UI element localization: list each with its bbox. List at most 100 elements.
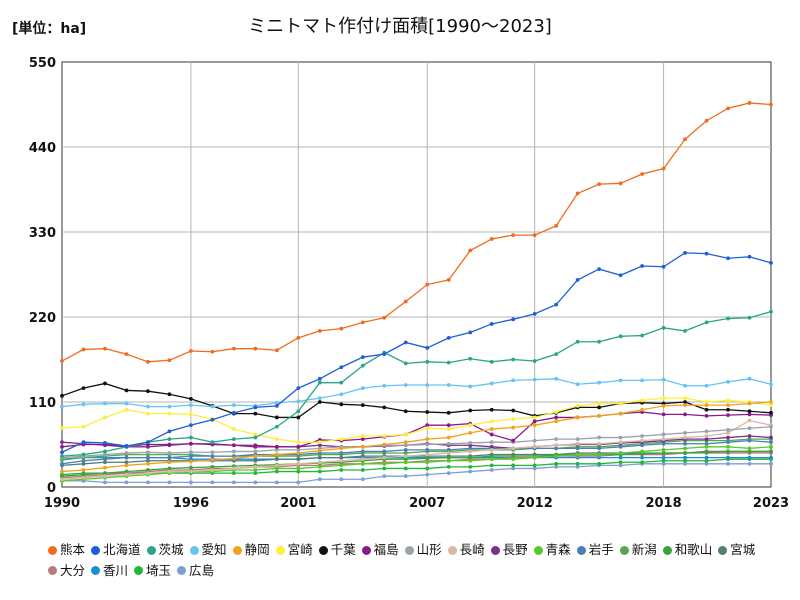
data-point bbox=[726, 435, 730, 440]
data-point bbox=[640, 455, 644, 460]
data-point bbox=[146, 458, 150, 463]
legend-label: 宮城 bbox=[730, 542, 756, 557]
data-point bbox=[60, 454, 64, 458]
data-point bbox=[575, 452, 580, 457]
data-point bbox=[425, 456, 430, 461]
legend-label: 熊本 bbox=[60, 542, 86, 557]
data-point bbox=[425, 346, 430, 350]
data-point bbox=[704, 444, 709, 449]
data-point bbox=[146, 450, 150, 455]
data-point bbox=[532, 312, 537, 316]
data-point bbox=[339, 477, 344, 482]
data-point bbox=[296, 399, 301, 404]
data-point bbox=[489, 448, 494, 452]
legend-marker bbox=[177, 566, 187, 575]
legend-marker bbox=[48, 545, 57, 555]
data-point bbox=[489, 419, 494, 424]
legend-item: 宮崎 bbox=[275, 540, 313, 560]
data-point bbox=[146, 461, 150, 466]
legend-marker bbox=[48, 566, 57, 575]
data-point bbox=[726, 407, 730, 412]
data-point bbox=[124, 463, 129, 468]
legend-marker bbox=[361, 545, 371, 555]
data-point bbox=[747, 401, 752, 406]
data-point bbox=[296, 457, 301, 462]
data-point bbox=[425, 452, 430, 457]
legend-marker bbox=[91, 566, 101, 575]
data-point bbox=[189, 349, 193, 353]
data-point bbox=[339, 380, 344, 385]
data-point bbox=[231, 346, 236, 351]
legend-item: 香川 bbox=[91, 561, 128, 581]
data-point bbox=[489, 454, 494, 458]
series-line bbox=[61, 458, 771, 476]
data-point bbox=[124, 451, 129, 455]
data-point bbox=[382, 461, 387, 466]
data-point bbox=[532, 455, 537, 460]
data-point bbox=[360, 457, 365, 462]
data-point bbox=[124, 460, 129, 465]
data-point bbox=[468, 431, 473, 435]
data-point bbox=[339, 458, 344, 463]
data-point bbox=[146, 411, 150, 416]
data-point bbox=[231, 456, 236, 461]
series-line bbox=[61, 310, 772, 457]
unit-label: [単位：ha] bbox=[12, 21, 87, 37]
x-tick-label: 2023 bbox=[753, 496, 789, 511]
data-point bbox=[274, 403, 279, 408]
data-point bbox=[575, 382, 580, 387]
data-point bbox=[554, 461, 559, 466]
data-point bbox=[575, 446, 580, 451]
data-point bbox=[124, 352, 129, 356]
legend-label: 青森 bbox=[545, 542, 571, 557]
data-point bbox=[403, 451, 408, 455]
data-point bbox=[446, 465, 451, 469]
series-line bbox=[61, 456, 771, 460]
data-point bbox=[274, 415, 279, 420]
data-point bbox=[726, 380, 730, 384]
data-point bbox=[167, 460, 172, 465]
data-point bbox=[81, 452, 86, 457]
data-point bbox=[554, 410, 559, 414]
data-point bbox=[210, 349, 215, 354]
data-point bbox=[425, 448, 430, 452]
legend-item: 山形 bbox=[404, 540, 442, 560]
data-point bbox=[640, 264, 644, 268]
data-point bbox=[726, 403, 730, 407]
legend-marker bbox=[718, 545, 728, 555]
legend-marker bbox=[576, 545, 586, 555]
series-line bbox=[61, 452, 771, 479]
data-point bbox=[382, 383, 387, 388]
data-point bbox=[489, 381, 494, 386]
data-point bbox=[597, 401, 602, 406]
data-point bbox=[382, 434, 387, 438]
data-point bbox=[511, 454, 516, 458]
data-point bbox=[296, 451, 301, 455]
data-point bbox=[60, 393, 64, 398]
data-point bbox=[425, 426, 430, 431]
data-point bbox=[425, 472, 430, 477]
data-point bbox=[231, 480, 236, 485]
data-point bbox=[274, 444, 279, 449]
data-point bbox=[231, 471, 236, 475]
data-point bbox=[661, 448, 666, 452]
data-point bbox=[704, 434, 709, 438]
legend-label: 福島 bbox=[373, 542, 399, 557]
data-point bbox=[103, 381, 107, 386]
series-line bbox=[61, 397, 772, 443]
data-point bbox=[468, 248, 473, 253]
data-point bbox=[189, 459, 193, 464]
legend-label: 愛知 bbox=[201, 542, 227, 557]
data-point bbox=[189, 454, 193, 458]
data-point bbox=[60, 450, 64, 455]
data-point bbox=[103, 452, 107, 457]
data-point bbox=[189, 480, 193, 485]
data-point bbox=[296, 469, 301, 474]
data-point bbox=[425, 423, 430, 428]
data-point bbox=[425, 359, 430, 364]
data-point bbox=[167, 480, 172, 485]
series-line bbox=[61, 450, 771, 477]
legend-label: 北海道 bbox=[103, 542, 141, 557]
data-point bbox=[511, 357, 516, 362]
legend-item: 長野 bbox=[490, 540, 528, 560]
